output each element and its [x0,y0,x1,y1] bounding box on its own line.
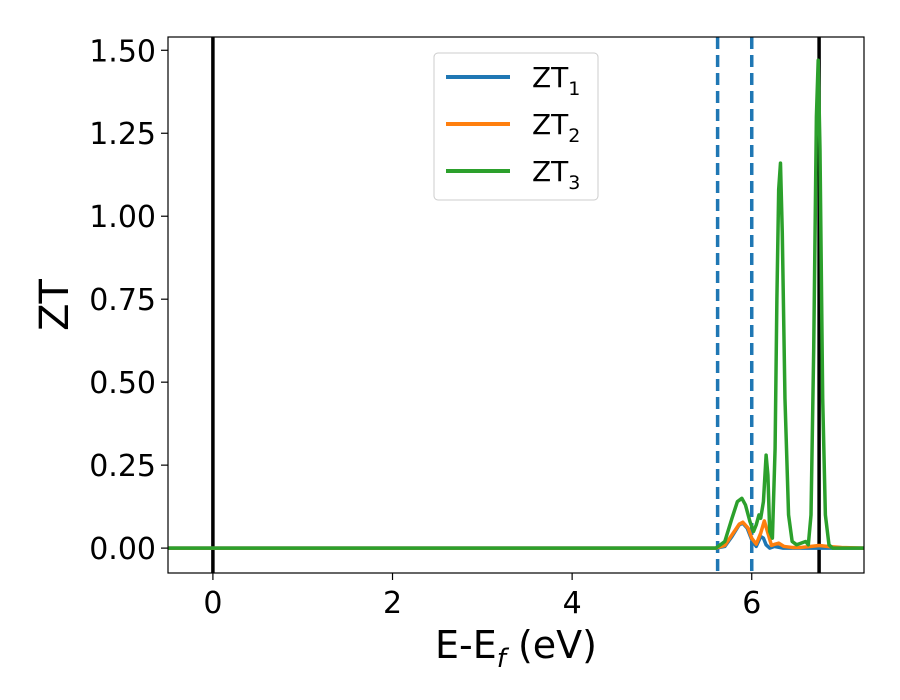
series-line-2 [168,519,864,550]
series-lines [168,58,864,550]
x-axis-label-unit: (eV) [506,623,597,667]
y-axis-label: ZT [32,279,78,331]
legend-label-3: ZT3 [532,155,580,194]
plot-frame [167,36,865,574]
x-axis-ticks: 0 2 4 6 [203,573,761,621]
legend-items: ZT1 ZT2 ZT3 [446,61,580,194]
y-tick-label: 0.00 [89,532,156,567]
x-tick-label: 0 [203,586,222,621]
y-tick-label: 1.00 [89,200,156,235]
legend: ZT1 ZT2 ZT3 [433,52,599,201]
y-tick-label: 1.50 [89,34,156,69]
x-axis-label: E-Ef (eV) [435,623,597,674]
x-tick-label: 2 [383,586,402,621]
legend-label-2: ZT2 [532,108,580,147]
y-tick-label: 0.25 [89,449,156,484]
legend-box [433,52,599,201]
y-tick-label: 1.25 [89,117,156,152]
series-line-3 [168,58,864,550]
x-tick-label: 6 [742,586,761,621]
y-tick-label: 0.50 [89,366,156,401]
y-axis-ticks: 0.00 0.25 0.50 0.75 1.00 1.25 1.50 [89,34,168,567]
x-tick-label: 4 [563,586,582,621]
y-tick-label: 0.75 [89,283,156,318]
legend-label-1: ZT1 [532,61,580,100]
